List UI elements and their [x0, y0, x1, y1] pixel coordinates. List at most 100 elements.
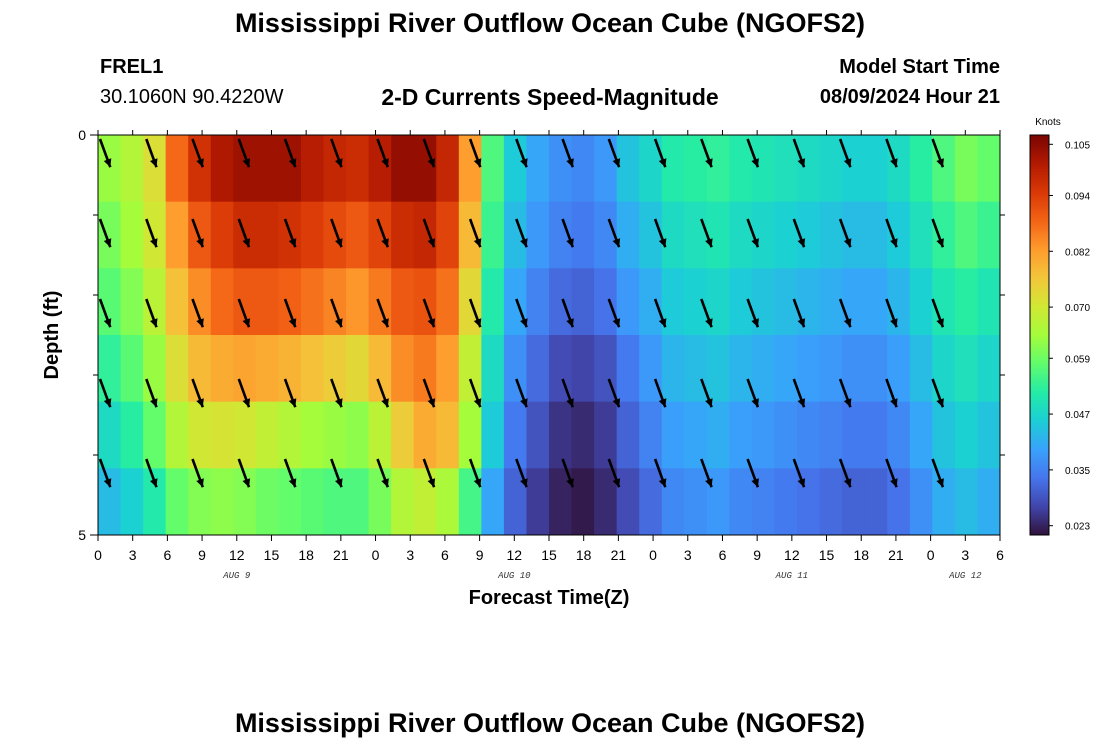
current-arrow: [653, 378, 667, 408]
heatmap-cell: [368, 401, 392, 469]
heatmap-cell: [594, 401, 618, 469]
heatmap-cell: [120, 335, 144, 403]
heatmap-cell: [977, 268, 1000, 336]
heatmap-cell: [233, 268, 257, 336]
heatmap-cell: [165, 468, 189, 535]
current-arrow: [885, 138, 898, 168]
heatmap-cell: [346, 468, 370, 535]
current-arrow: [330, 138, 343, 168]
x-date-label: AUG 12: [948, 571, 982, 581]
y-tick-label: 0: [78, 127, 86, 143]
heatmap-cell: [233, 468, 257, 535]
current-arrow: [700, 298, 713, 328]
current-arrow: [468, 298, 482, 328]
heatmap-cell: [842, 268, 866, 336]
current-vector-arrows: [98, 138, 945, 488]
heatmap-cell: [594, 268, 618, 336]
current-arrow: [330, 378, 343, 408]
heatmap-cell: [526, 335, 550, 403]
heatmap-cell: [774, 135, 798, 203]
current-arrow: [885, 378, 898, 408]
heatmap-cell: [639, 401, 663, 469]
heatmap-cell: [842, 468, 866, 535]
y-axis-label: Depth (ft): [41, 291, 63, 380]
heatmap-cell: [120, 201, 144, 269]
heatmap-cell: [549, 335, 573, 403]
x-tick-label: 0: [372, 547, 380, 563]
heatmap-cell: [481, 268, 505, 336]
heatmap-cell: [819, 468, 843, 535]
heatmap-cell: [526, 201, 550, 269]
heatmap-cell: [639, 268, 663, 336]
heatmap-cell: [842, 135, 866, 203]
current-arrow: [700, 378, 713, 408]
current-arrow: [422, 378, 436, 408]
current-arrow: [283, 378, 297, 408]
current-arrow: [515, 138, 528, 168]
current-arrow: [376, 218, 390, 248]
heatmap-cell: [932, 401, 956, 469]
heatmap-cell: [684, 268, 708, 336]
model-start-label: Model Start Time: [839, 56, 1000, 78]
x-tick-label: 18: [576, 547, 592, 563]
heatmap-cell: [729, 201, 753, 269]
heatmap-cell: [120, 401, 144, 469]
x-tick-label: 3: [406, 547, 414, 563]
heatmap-cell: [143, 268, 167, 336]
colorbar-tick-label: 0.023: [1065, 522, 1090, 533]
x-tick-label: 6: [996, 547, 1004, 563]
current-arrow: [746, 458, 760, 488]
heatmap-cell: [774, 268, 798, 336]
heatmap-cell: [706, 468, 730, 535]
heatmap-cell: [346, 201, 370, 269]
current-arrow: [792, 138, 806, 168]
colorbar-tick-label: 0.047: [1065, 410, 1090, 421]
heatmap-cell: [549, 135, 573, 203]
heatmap-cell: [571, 268, 595, 336]
heatmap-cell: [819, 268, 843, 336]
current-arrow: [561, 138, 575, 168]
current-arrow: [145, 218, 158, 248]
heatmap-cell: [954, 468, 979, 535]
current-arrow: [237, 138, 251, 168]
current-arrow: [792, 378, 806, 408]
x-tick-label: 21: [611, 547, 627, 563]
heatmap-cell: [549, 201, 573, 269]
current-arrow: [145, 378, 158, 408]
heatmap-cell: [503, 335, 528, 403]
heatmap-cell: [729, 268, 753, 336]
x-tick-label: 12: [507, 547, 523, 563]
heatmap-cell: [391, 335, 415, 403]
heatmap-cell: [571, 135, 595, 203]
current-arrow: [330, 458, 343, 488]
heatmap-cell: [684, 401, 708, 469]
heatmap-cell: [571, 201, 595, 269]
heatmap-cell: [616, 201, 640, 269]
heatmap-cell: [436, 401, 460, 469]
current-arrow: [468, 138, 482, 168]
current-arrow: [283, 298, 297, 328]
heatmap-cell: [706, 268, 730, 336]
heatmap-cell: [954, 335, 979, 403]
heatmap-cell: [300, 335, 325, 403]
heatmap-cell: [616, 401, 640, 469]
heatmap-cell: [368, 335, 392, 403]
colorbar-tick-label: 0.082: [1065, 247, 1090, 258]
heatmap-cell: [346, 135, 370, 203]
heatmap-cell: [706, 135, 730, 203]
heatmap-cell: [797, 135, 821, 203]
current-arrow: [885, 458, 898, 488]
x-tick-label: 12: [784, 547, 800, 563]
current-arrow: [931, 458, 945, 488]
heatmap-cell: [661, 401, 685, 469]
current-arrow: [98, 298, 112, 328]
heatmap-cell: [751, 201, 776, 269]
heatmap-cell: [751, 268, 776, 336]
heatmap-cell: [819, 335, 843, 403]
heatmap-cell: [98, 268, 122, 336]
heatmap-cell: [143, 468, 167, 535]
heatmap-cell: [120, 268, 144, 336]
current-arrow: [838, 138, 852, 168]
heatmap-cell: [210, 201, 234, 269]
heatmap-cell: [165, 401, 189, 469]
